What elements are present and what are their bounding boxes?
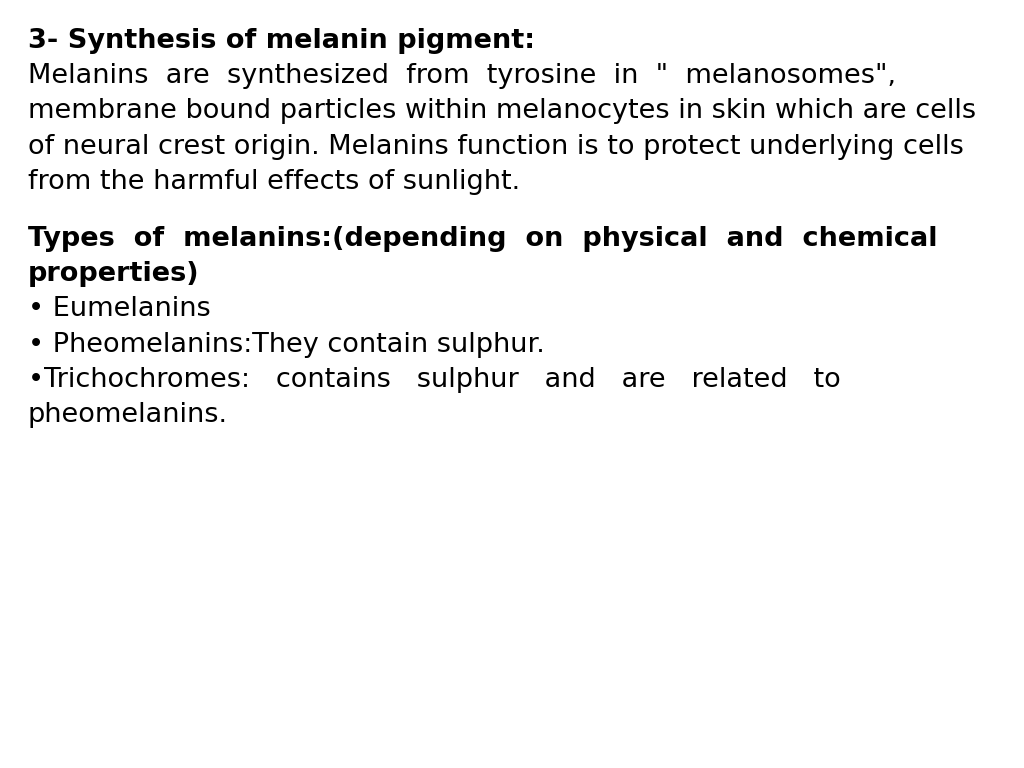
Text: •Trichochromes:   contains   sulphur   and   are   related   to: •Trichochromes: contains sulphur and are… [28, 367, 841, 393]
Text: properties): properties) [28, 261, 200, 287]
Text: from the harmful effects of sunlight.: from the harmful effects of sunlight. [28, 169, 520, 195]
Text: • Eumelanins: • Eumelanins [28, 296, 210, 323]
Text: Types  of  melanins:(depending  on  physical  and  chemical: Types of melanins:(depending on physical… [28, 226, 937, 252]
Text: membrane bound particles within melanocytes in skin which are cells: membrane bound particles within melanocy… [28, 98, 976, 124]
Text: Melanins  are  synthesized  from  tyrosine  in  "  melanosomes",: Melanins are synthesized from tyrosine i… [28, 63, 896, 89]
Text: 3- Synthesis of melanin pigment:: 3- Synthesis of melanin pigment: [28, 28, 535, 54]
Text: of neural crest origin. Melanins function is to protect underlying cells: of neural crest origin. Melanins functio… [28, 134, 964, 160]
Text: pheomelanins.: pheomelanins. [28, 402, 227, 429]
Text: • Pheomelanins:They contain sulphur.: • Pheomelanins:They contain sulphur. [28, 332, 545, 358]
